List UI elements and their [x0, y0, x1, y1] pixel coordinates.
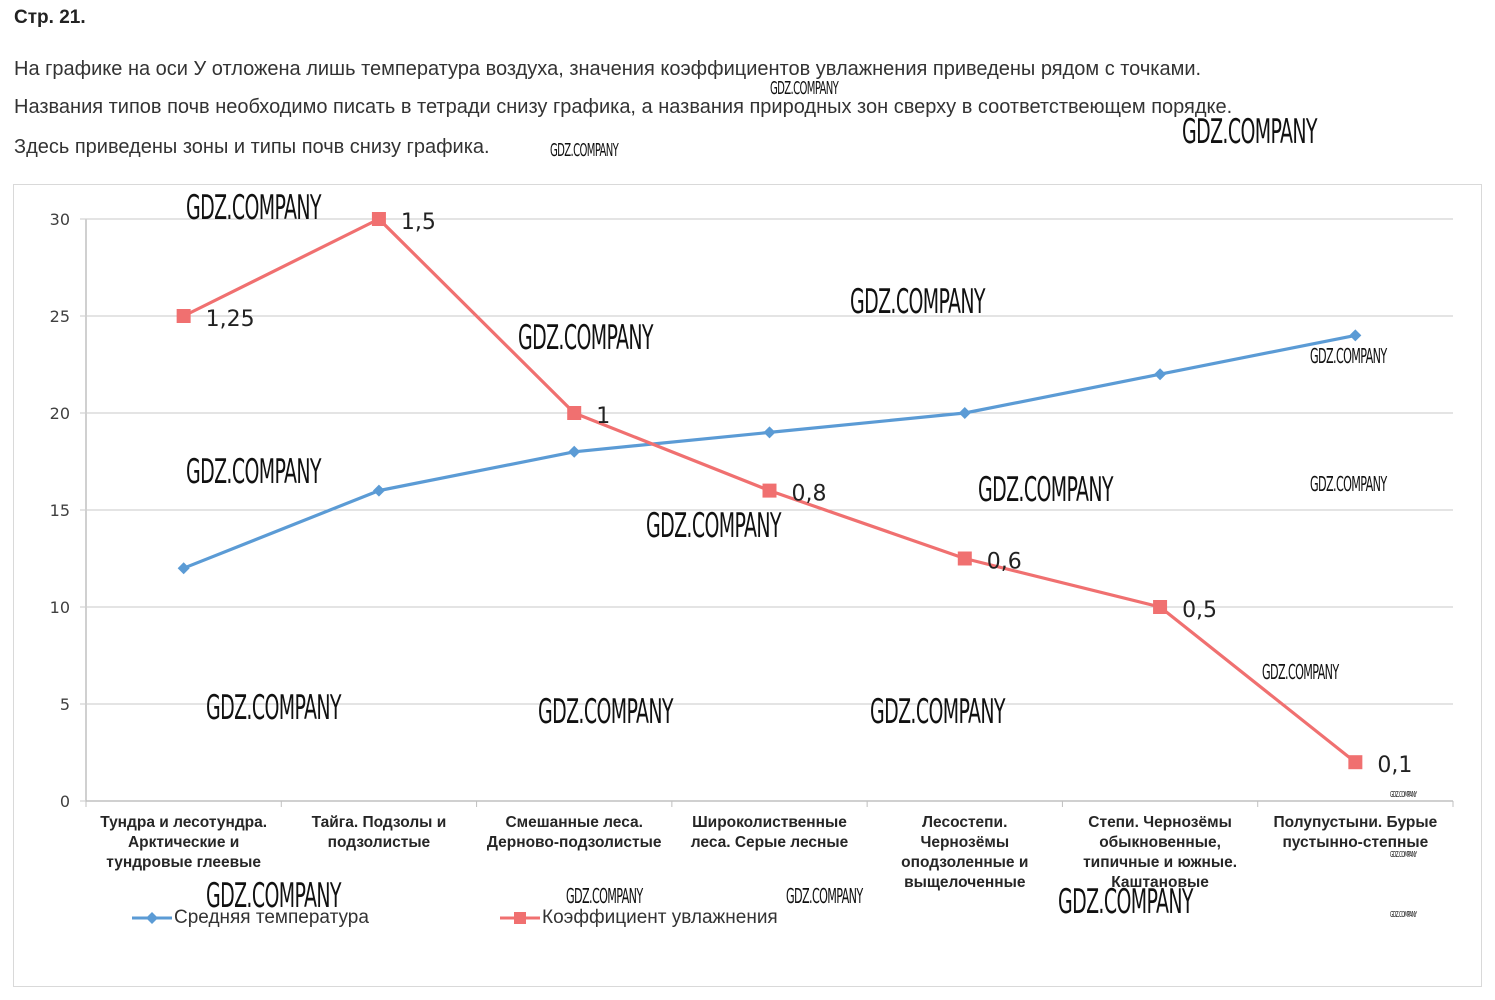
x-category-label-line: подзолистые — [327, 834, 431, 851]
x-category-label-line: Тайга. Подзолы и — [311, 814, 447, 831]
moisture-point — [567, 406, 582, 420]
watermark-logo: GDZ.COMPANY — [1182, 112, 1317, 152]
x-category-label-line: Дерново-подзолистые — [486, 834, 662, 851]
y-tick-label: 5 — [60, 695, 70, 714]
watermark-logo: GDZ.COMPANY — [186, 188, 321, 228]
gridlines — [80, 218, 1454, 807]
x-category-label-line: Смешанные леса. — [505, 814, 643, 831]
y-tick-label: 30 — [50, 210, 70, 229]
x-category-label: Широколиственные леса. Серые лесные — [674, 813, 866, 853]
instruction-paragraph: Здесь приведены зоны и типы почв снизу г… — [14, 136, 490, 158]
legend-item-moisture: Коэффициент увлажнения — [500, 907, 778, 929]
data-label: 0,8 — [792, 482, 827, 507]
x-category-label: Смешанные леса. Дерново-подзолистые — [478, 813, 670, 853]
watermark-logo: GDZ.COMPANY — [206, 688, 341, 728]
x-category-label: Степи. Чернозёмы обыкновенные, типичные и … — [1064, 813, 1256, 893]
data-label: 0,6 — [987, 550, 1022, 575]
y-tick-label: 10 — [50, 598, 70, 617]
watermark-logo: GDZ.COMPANY — [550, 140, 619, 161]
x-category-label-line: обыкновенные, — [1099, 834, 1221, 851]
watermark-logo: GDZ.COMPANY — [850, 282, 985, 322]
watermark-logo: GDZ.COMPANY — [206, 876, 341, 916]
moisture-point — [1348, 755, 1363, 770]
watermark-logo: GDZ.COMPANY — [186, 452, 321, 492]
x-category-label: Тайга. Подзолы и подзолистые — [283, 813, 475, 853]
x-category-label-line: Тундра и лесотундра. — [100, 814, 268, 831]
instruction-paragraph: Названия типов почв необходимо писать в … — [14, 96, 1233, 118]
watermark-logo: GDZ.COMPANY — [1262, 660, 1339, 684]
data-label: 1,25 — [206, 307, 255, 332]
watermark-logo: GDZ.COMPANY — [1390, 910, 1417, 919]
watermark-logo: GDZ.COMPANY — [566, 884, 643, 908]
data-labels: 1,25 1,5 1 0,8 0,6 0,5 0,1 — [206, 210, 1413, 778]
chart-frame — [13, 184, 1482, 987]
moisture-point — [1153, 600, 1168, 614]
watermark-logo: GDZ.COMPANY — [1390, 790, 1417, 799]
watermark-logo: GDZ.COMPANY — [870, 692, 1005, 732]
legend-item-temperature: Средняя температура — [132, 907, 369, 929]
watermark-logo: GDZ.COMPANY — [518, 318, 653, 358]
x-category-label: Лесостепи. Чернозёмы оподзоленные и выщелоч… — [869, 813, 1061, 893]
legend-square-icon — [500, 908, 540, 928]
x-category-label-line: пустынно-степные — [1282, 834, 1429, 851]
x-category-label-line: Полупустыни. Бурые — [1273, 814, 1438, 831]
instruction-paragraph: На графике на оси У отложена лишь темпер… — [14, 58, 1202, 80]
watermark-logo: GDZ.COMPANY — [646, 506, 781, 546]
moisture-point — [762, 483, 777, 498]
data-label: 0,5 — [1182, 598, 1217, 623]
y-tick-label: 25 — [50, 307, 70, 326]
watermark-logo: GDZ.COMPANY — [786, 884, 863, 908]
watermark-logo: GDZ.COMPANY — [538, 692, 673, 732]
x-category-label-line: Степи. Чернозёмы — [1088, 814, 1232, 831]
data-label: 1 — [596, 404, 610, 429]
watermark-logo: GDZ.COMPANY — [1058, 882, 1193, 922]
moisture-point — [957, 551, 972, 566]
x-category-label-line: Лесостепи. — [922, 814, 1008, 831]
x-category-label-line: Широколиственные — [692, 814, 847, 831]
temperature-point — [763, 426, 776, 439]
moisture-point — [371, 212, 386, 226]
data-label: 0,1 — [1377, 753, 1412, 778]
x-category-label: Полупустыни. Бурые пустынно-степные — [1259, 813, 1451, 853]
watermark-logo: GDZ.COMPANY — [1310, 344, 1387, 368]
x-category-label: Тундра и лесотундра. Арктические и тундров… — [88, 813, 280, 873]
data-label: 1,5 — [401, 210, 436, 235]
x-category-label-line: Арктические и — [127, 834, 240, 851]
y-tick-label: 15 — [50, 501, 70, 520]
x-category-label-line: типичные и южные. — [1083, 854, 1238, 871]
temperature-point — [1349, 329, 1362, 342]
y-axis-ticks: 0 5 10 15 20 25 30 — [50, 210, 70, 811]
x-category-label-line: выщелоченные — [904, 874, 1026, 891]
temperature-point — [568, 445, 581, 458]
temperature-point — [177, 562, 190, 575]
watermark-logo: GDZ.COMPANY — [1310, 472, 1387, 496]
legend-diamond-icon — [132, 908, 172, 928]
page-title: Стр. 21. — [14, 7, 86, 28]
watermark-logo: GDZ.COMPANY — [770, 78, 839, 99]
series-markers — [176, 212, 1363, 770]
temperature-point — [372, 484, 385, 497]
x-category-label-line: леса. Серые лесные — [690, 834, 849, 851]
legend-label: Коэффициент увлажнения — [542, 907, 778, 928]
temperature-point — [958, 407, 971, 419]
x-category-label-line: тундровые глеевые — [106, 854, 262, 871]
x-category-label-line: оподзоленные и — [901, 854, 1029, 871]
watermark-logo: GDZ.COMPANY — [978, 470, 1113, 510]
moisture-point — [176, 309, 191, 323]
x-category-label-line: Каштановые — [1111, 874, 1209, 891]
y-tick-label: 0 — [60, 792, 70, 811]
watermark-logo: GDZ.COMPANY — [1390, 850, 1417, 859]
legend-label: Средняя температура — [174, 907, 369, 928]
y-tick-label: 20 — [50, 404, 70, 423]
temperature-point — [1154, 368, 1167, 381]
x-category-label-line: Чернозёмы — [920, 834, 1010, 851]
